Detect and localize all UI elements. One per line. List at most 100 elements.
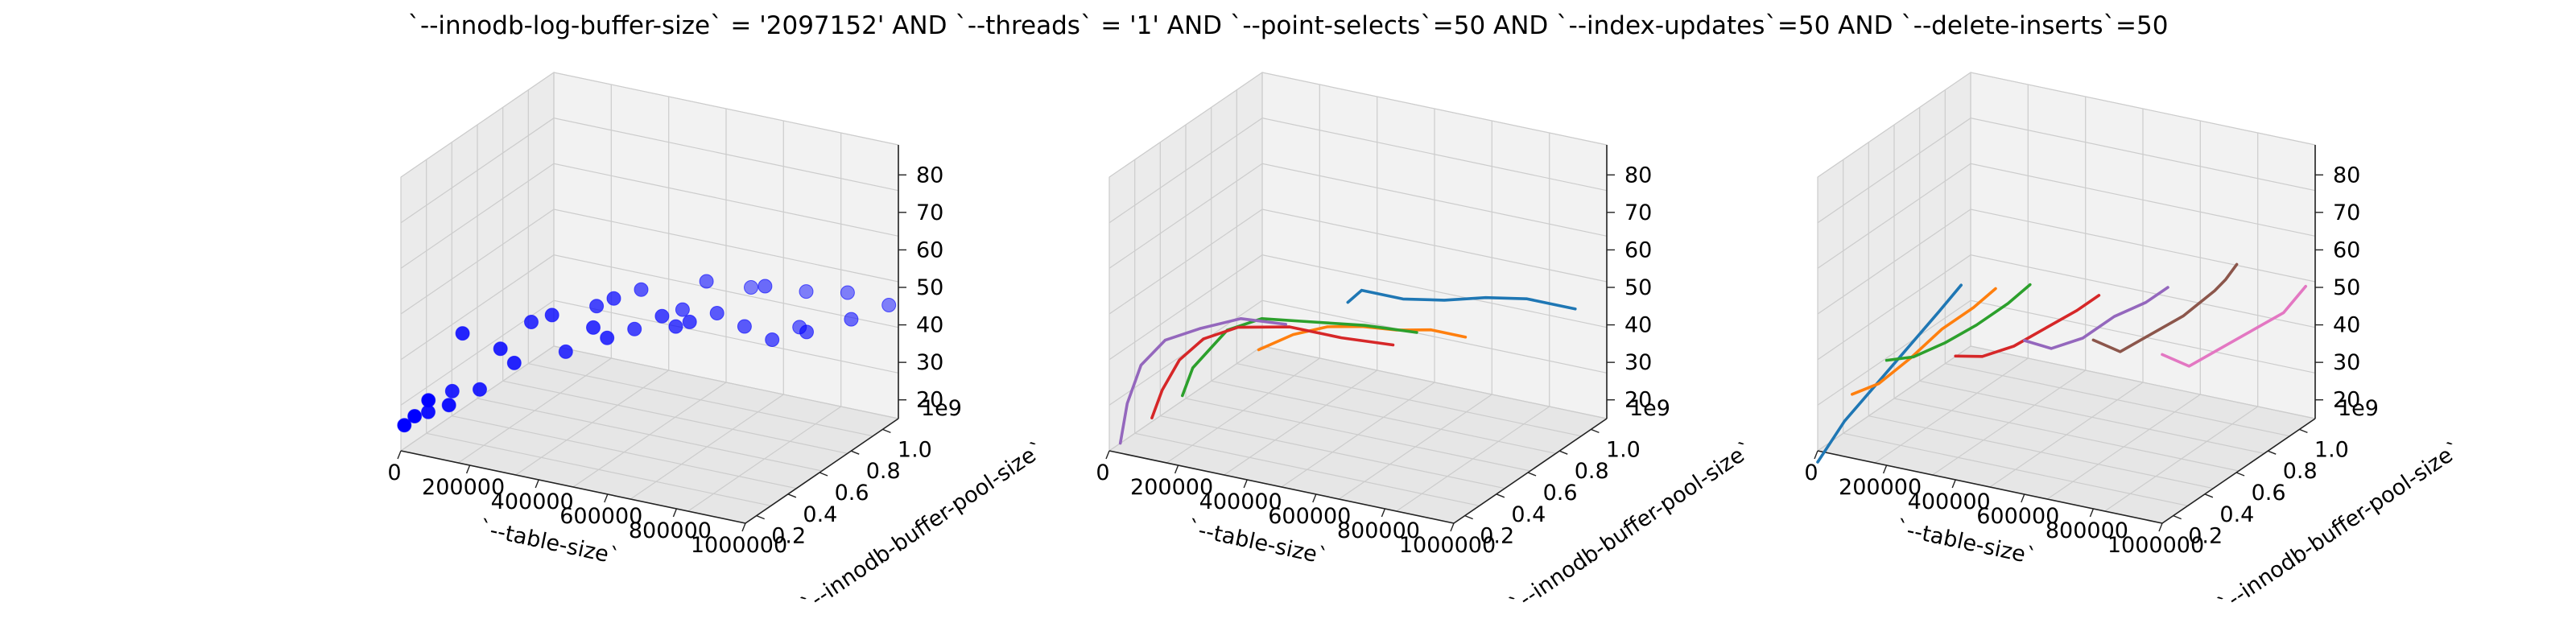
x-tick [1312, 493, 1317, 503]
y-tick-label: 0.4 [2219, 502, 2254, 527]
x-tick [1951, 479, 1956, 489]
scatter-point [397, 418, 412, 433]
z-tick-label: 40 [1624, 313, 1652, 338]
x-tick-label: 400000 [1199, 489, 1282, 514]
y-axis-label: `--innodb-buffer-pool-size` [2215, 436, 2467, 617]
z-tick-label: 20 [1624, 388, 1652, 413]
z-tick-label: 70 [1624, 200, 1652, 225]
x-axis-line [400, 450, 746, 524]
y-tick [2204, 493, 2214, 498]
x-tick-label: 200000 [1130, 475, 1213, 500]
z-tick-label: 20 [2333, 388, 2360, 413]
y-tick-label: 0.8 [866, 459, 901, 484]
plot-panel-3: 020000040000060000080000010000000.20.40.… [1804, 72, 2467, 618]
y-offset-label: 1e9 [2338, 396, 2379, 421]
y-tick-label: 0.2 [771, 524, 806, 549]
scatter-point [606, 291, 621, 306]
y-axis-line [1453, 418, 1608, 524]
x-tick [604, 493, 609, 503]
scatter-point [441, 398, 456, 413]
y-tick-label: 0.6 [2252, 481, 2286, 506]
scatter-point [634, 282, 649, 297]
grid-line-y [1944, 89, 2290, 437]
x-axis-line [1817, 450, 2163, 524]
grid-line-z [1108, 72, 1608, 178]
scatter-point [558, 344, 573, 359]
z-tick-label: 50 [916, 275, 943, 300]
z-tick-label: 30 [2333, 350, 2360, 375]
x-tick-label: 400000 [1908, 489, 1991, 514]
y-tick-label: 0.4 [803, 502, 837, 527]
y-axis-label: `--innodb-buffer-pool-size` [1506, 436, 1758, 617]
scatter-point [506, 355, 522, 370]
scatter-point [473, 382, 487, 397]
x-tick-label: 1000000 [2107, 533, 2204, 558]
series-line-3 [1885, 283, 2032, 362]
grid-line-y [553, 72, 899, 419]
y-tick [2173, 514, 2182, 520]
z-tick-label: 80 [2333, 163, 2360, 188]
y-tick-label: 1.0 [898, 437, 932, 462]
z-tick-label: 20 [916, 388, 943, 413]
y-axis-line [2161, 418, 2316, 524]
y-tick-label: 0.4 [1511, 502, 1546, 527]
y-offset-label: 1e9 [1629, 396, 1670, 421]
grid-line-y [1261, 72, 1608, 419]
y-tick [1464, 514, 1473, 520]
y-tick [882, 428, 891, 434]
y-tick-label: 0.8 [2283, 459, 2318, 484]
z-tick-label: 60 [2333, 237, 2360, 262]
z-tick-label: 50 [2333, 275, 2360, 300]
scatter-point [844, 312, 859, 327]
y-tick [2299, 428, 2308, 434]
series-line-1 [1816, 283, 1963, 464]
scatter-point [600, 330, 615, 345]
scatter-point [799, 324, 814, 340]
x-tick [2089, 508, 2095, 518]
x-tick-label: 0 [1804, 460, 1818, 485]
y-tick [787, 493, 797, 498]
z-tick-label: 80 [1624, 163, 1652, 188]
scatter-point [699, 274, 714, 289]
plot-panel-1: 020000040000060000080000010000000.20.40.… [387, 72, 1050, 618]
scatter-point [737, 319, 752, 334]
y-tick [756, 514, 765, 520]
z-tick-label: 50 [1624, 275, 1652, 300]
x-tick [1174, 464, 1179, 474]
y-tick [2235, 472, 2245, 477]
scatter-point [881, 298, 897, 312]
z-tick-label: 80 [916, 163, 943, 188]
scatter-point [799, 284, 814, 299]
series-line-7 [2161, 284, 2307, 368]
scatter-point [493, 341, 508, 357]
z-tick-label: 40 [2333, 313, 2360, 338]
scatter-point [544, 308, 559, 323]
scatter-point [682, 314, 697, 329]
y-tick-label: 1.0 [2314, 437, 2349, 462]
series-line-1 [1346, 288, 1577, 311]
scatter-point [524, 315, 539, 329]
series-line-4 [1150, 325, 1395, 420]
x-tick-label: 400000 [491, 489, 574, 514]
scatter-point [758, 279, 773, 294]
x-tick-label: 1000000 [1399, 533, 1496, 558]
y-tick [1558, 450, 1568, 455]
grid-line-y [527, 89, 873, 437]
scatter-point [654, 308, 670, 324]
scatter-point [765, 332, 780, 347]
z-tick-label: 40 [916, 313, 943, 338]
x-tick-label: 600000 [559, 504, 642, 529]
scatter-point [668, 319, 683, 334]
x-tick [2021, 493, 2025, 503]
x-tick-label: 0 [387, 460, 401, 485]
y-tick [819, 472, 828, 477]
y-tick-label: 0.6 [835, 481, 869, 506]
x-tick-label: 800000 [1337, 518, 1420, 543]
scatter-point [840, 285, 855, 300]
grid-line-z [1817, 72, 2316, 178]
x-tick [397, 450, 402, 460]
y-tick-label: 0.2 [1480, 524, 1514, 549]
scatter-point [407, 409, 423, 423]
x-tick [1381, 508, 1386, 518]
y-axis-label: `--innodb-buffer-pool-size` [798, 436, 1050, 617]
